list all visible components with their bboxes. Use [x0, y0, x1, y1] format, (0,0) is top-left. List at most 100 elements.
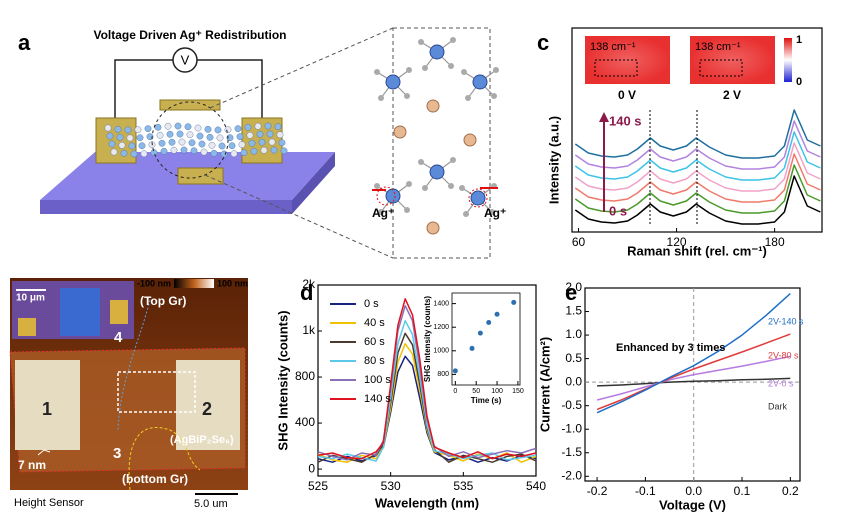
wire	[114, 59, 173, 118]
atom	[198, 140, 206, 148]
atom	[170, 146, 178, 154]
scale-label: 5.0 um	[194, 498, 228, 510]
atom	[238, 141, 246, 149]
map-wavenumber: 138 cm⁻¹	[590, 41, 636, 53]
colorbar-label: 1	[796, 34, 802, 46]
region-label: 4	[114, 329, 123, 346]
atom	[206, 133, 214, 141]
atom	[406, 181, 412, 187]
wire	[197, 59, 263, 118]
atom	[461, 69, 467, 75]
atom	[114, 125, 122, 133]
scale-label: 10 μm	[16, 293, 45, 304]
atom	[404, 207, 410, 213]
atom	[406, 67, 412, 73]
plot-frame	[317, 284, 537, 477]
y-tick-label: -1.0	[561, 421, 582, 435]
zoom-line	[204, 174, 394, 259]
y-axis-label: Current (A/cm²)	[537, 337, 552, 432]
series-line	[574, 120, 821, 170]
atom	[118, 141, 126, 149]
x-tick-label: 540	[526, 479, 546, 493]
atom	[196, 132, 204, 140]
atom	[250, 147, 258, 155]
atom	[374, 69, 380, 75]
region-label: (AgBiP₂Se₆)	[170, 434, 234, 446]
series-line	[574, 131, 821, 181]
atom	[246, 131, 254, 139]
atom	[234, 125, 242, 133]
profile-line	[37, 449, 51, 456]
atom	[254, 122, 262, 130]
point	[469, 345, 475, 351]
atom	[156, 131, 164, 139]
panel-label: e	[565, 280, 577, 305]
plot-frame	[571, 27, 823, 233]
arrow-head	[599, 112, 609, 122]
atom	[260, 146, 268, 154]
y-tick-label: -1.5	[561, 445, 582, 459]
atom	[180, 146, 188, 154]
annotation: Enhanced by 3 times	[616, 342, 725, 354]
x-tick-label: 525	[308, 479, 328, 493]
atom	[264, 122, 272, 130]
atom	[378, 209, 384, 215]
series-label: 2V-140 s	[768, 316, 804, 326]
atom	[176, 130, 184, 138]
atom	[463, 211, 469, 217]
legend-label: 140 s	[364, 393, 391, 405]
y-axis-label: Intensity (a.u.)	[546, 116, 561, 204]
x-tick-label: 180	[765, 235, 785, 249]
bottom-gr-edge	[128, 427, 201, 491]
atom	[188, 139, 196, 147]
map-voltage: 2 V	[723, 88, 741, 102]
atom	[393, 125, 407, 139]
atom	[270, 146, 278, 154]
atom	[230, 150, 238, 158]
x-tick-label: 0.0	[685, 484, 702, 498]
series-line	[317, 304, 537, 461]
atom	[150, 149, 158, 157]
x-tick-label: 535	[453, 479, 473, 493]
top-gr-edge	[117, 299, 151, 431]
substrate-front	[40, 200, 292, 214]
series-label: 2V-0 s	[768, 378, 794, 388]
atom	[220, 150, 228, 158]
region-label: (Top Gr)	[140, 294, 186, 308]
point	[477, 330, 483, 336]
y-tick-label: 1000	[433, 348, 449, 355]
panel-label: a	[18, 30, 31, 55]
x-axis-label: Raman shift (rel. cm⁻¹)	[627, 243, 767, 258]
atom	[378, 95, 384, 101]
afm-colorbar	[174, 279, 214, 288]
y-tick-label: -2.0	[561, 468, 582, 482]
atom	[130, 150, 138, 158]
atom	[186, 131, 194, 139]
map-region	[699, 59, 743, 77]
ion-site	[468, 188, 488, 208]
ion-label: Ag⁺	[484, 206, 506, 220]
atom	[493, 67, 499, 73]
atom	[240, 149, 248, 157]
region-label: 3	[113, 445, 121, 462]
atom	[126, 134, 134, 142]
atom	[450, 157, 456, 163]
atom	[166, 130, 174, 138]
optical-pad	[18, 318, 36, 336]
series-line	[574, 175, 821, 225]
atom	[256, 130, 264, 138]
y-tick-label: 1.5	[565, 304, 582, 318]
electrode	[15, 360, 80, 450]
voltmeter	[172, 47, 198, 73]
atom	[200, 148, 208, 156]
atom	[276, 131, 284, 139]
atom	[190, 147, 198, 155]
atom	[228, 142, 236, 150]
colorbar-label: 100 nm	[217, 278, 248, 288]
x-tick-label: 100	[491, 388, 503, 395]
x-tick-label: -0.2	[587, 484, 608, 498]
x-tick-label: 0.1	[734, 484, 751, 498]
legend-label: 40 s	[364, 317, 385, 329]
atom	[108, 140, 116, 148]
atom	[448, 183, 454, 189]
